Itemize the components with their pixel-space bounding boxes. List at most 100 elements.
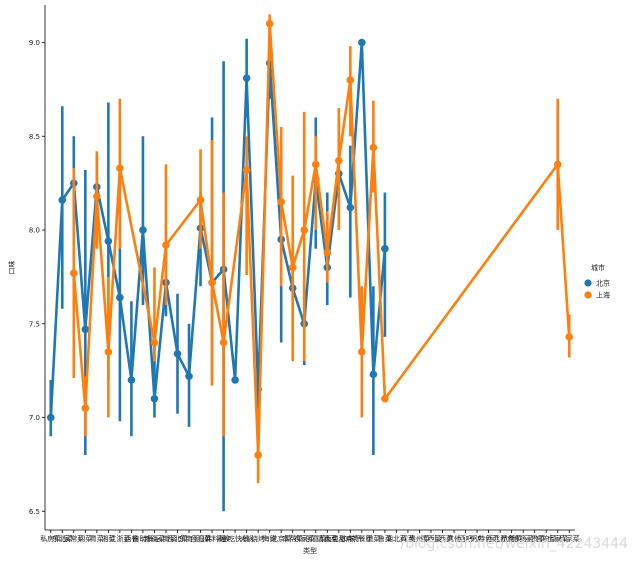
data-point — [565, 333, 574, 341]
x-tick-label: 清真菜 — [317, 534, 338, 543]
data-point — [346, 203, 355, 212]
x-tick-label: 官府菜 — [536, 534, 557, 543]
data-point — [162, 241, 170, 249]
x-tick-label: 农家菜 — [294, 534, 315, 543]
x-tick-label: 西北菜 — [167, 534, 188, 543]
data-point — [265, 19, 274, 28]
data-point — [127, 376, 136, 384]
x-tick-label: 北京菜 — [271, 534, 292, 543]
series-1 — [70, 14, 574, 484]
x-tick-label: 咖啡厅 — [340, 534, 361, 543]
x-tick-label: 鲁菜 — [378, 534, 392, 543]
data-point — [242, 74, 251, 82]
data-point — [381, 394, 389, 403]
data-point — [139, 226, 147, 234]
x-tick-label: 土家菜 — [547, 534, 568, 543]
data-point — [369, 370, 378, 379]
data-point — [185, 372, 193, 381]
data-point — [346, 76, 355, 84]
x-tick-label: 火锅 — [240, 534, 254, 543]
x-tick-label: 西餐 — [124, 534, 138, 543]
y-tick-label: 8.0 — [29, 227, 40, 235]
x-tick-label: 私家菜 — [559, 534, 580, 543]
x-tick-label: 湖北菜 — [386, 534, 407, 543]
data-point — [104, 237, 113, 246]
x-tick-label: 小吃快餐 — [221, 534, 249, 543]
x-tick-label: 湘菜 — [101, 534, 115, 543]
series-line — [72, 22, 571, 457]
data-point — [277, 198, 285, 206]
series-0 — [46, 23, 389, 512]
series-line — [49, 41, 387, 418]
x-tick-label: 本帮菜 — [282, 534, 303, 543]
x-tick-label: 素食 — [217, 534, 231, 543]
data-point — [231, 376, 239, 384]
data-point — [46, 413, 55, 422]
data-point — [358, 38, 366, 47]
legend-label: 上海 — [596, 291, 610, 300]
legend-title: 城市 — [591, 263, 605, 272]
data-point — [150, 394, 159, 403]
data-point — [254, 451, 262, 459]
y-axis-title: 口味 — [7, 261, 16, 275]
x-tick-label: 茶餐厅 — [351, 534, 372, 543]
x-tick-label: 粥店 — [470, 534, 484, 543]
x-tick-label: 酒吧 — [459, 535, 473, 543]
x-tick-label: 自助餐 — [132, 534, 153, 543]
data-point — [300, 226, 309, 234]
data-point — [358, 348, 366, 356]
legend-marker — [584, 279, 592, 287]
x-tick-label: 粤菜 — [90, 534, 104, 543]
x-tick-label: 云贵菜 — [524, 534, 545, 543]
data-point — [93, 192, 101, 201]
x-tick-label: 闽菜 — [401, 534, 415, 543]
legend-marker — [584, 291, 592, 299]
data-point — [323, 248, 332, 257]
x-axis-title: 类型 — [303, 546, 317, 555]
x-tick-label: 云南菜 — [155, 534, 176, 543]
x-tick-label: 台湾菜 — [190, 534, 211, 543]
x-tick-label: 烧烤 — [251, 534, 265, 543]
x-tick-label: 杭帮菜 — [501, 534, 522, 543]
data-point — [288, 263, 297, 272]
legend-label: 北京 — [596, 279, 610, 288]
y-tick-label: 7.0 — [29, 414, 40, 422]
x-tick-label: 新疆菜 — [144, 534, 165, 543]
watermark: /blog.csdn.net/weixin_42243444 — [400, 536, 628, 552]
x-tick-label: 徽菜 — [366, 534, 380, 543]
data-point — [335, 156, 343, 165]
axes: 6.5 7.0 7.5 8.0 8.5 9.0 私房菜东北菜家常菜川菜粤菜湘菜江浙菜西餐自助… — [29, 5, 580, 543]
x-tick-label: 其他 — [447, 534, 461, 543]
x-tick-label: 面包甜点 — [325, 534, 353, 543]
data-point — [70, 269, 78, 277]
x-tick-label: 东北菜 — [52, 534, 73, 543]
series-layer — [46, 14, 574, 512]
data-point — [81, 325, 90, 334]
y-tick-label: 8.5 — [29, 133, 40, 141]
x-tick-label: 西北面食 — [486, 534, 514, 543]
x-tick-label: 贵州菜 — [409, 534, 430, 543]
x-tick-label: 山西菜 — [432, 534, 453, 543]
data-point — [311, 160, 320, 169]
data-point — [81, 404, 90, 412]
data-point — [369, 143, 378, 152]
x-tick-label: 家常菜 — [63, 534, 84, 543]
data-point — [381, 244, 389, 253]
data-point — [553, 160, 562, 169]
x-tick-label: 江西菜 — [420, 534, 441, 543]
x-tick-label: 私房菜 — [40, 534, 61, 543]
x-tick-label: 东南亚 — [179, 534, 200, 543]
y-tick-label: 6.5 — [29, 508, 40, 516]
data-point — [58, 196, 67, 204]
data-point — [150, 338, 159, 347]
data-point — [104, 348, 113, 356]
x-tick-label: 川菜 — [78, 534, 92, 543]
y-tick-label: 9.0 — [29, 39, 40, 47]
data-point — [208, 278, 216, 287]
data-point — [219, 338, 228, 347]
x-tick-label: 特色菜 — [478, 534, 499, 543]
data-point — [173, 349, 182, 358]
x-tick-label: 江浙菜 — [109, 534, 130, 543]
